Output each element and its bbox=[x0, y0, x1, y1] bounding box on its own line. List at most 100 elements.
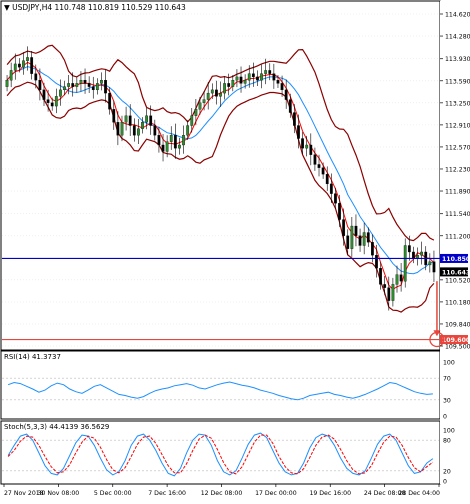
stoch-tick-label: 80 bbox=[443, 438, 451, 445]
stoch-title: Stoch(5,3,3) 44.4139 36.5629 bbox=[4, 423, 109, 431]
candle-body bbox=[186, 125, 190, 136]
candle-body bbox=[34, 73, 38, 81]
level-price-label: 110.643 bbox=[442, 269, 470, 276]
candle-body bbox=[329, 183, 333, 194]
main-price-panel bbox=[0, 0, 441, 351]
candle-body bbox=[321, 167, 325, 175]
level-price-tag bbox=[440, 335, 468, 345]
candle-body bbox=[375, 255, 378, 269]
price-tick-label: 112.570 bbox=[445, 144, 470, 151]
candle-body bbox=[161, 144, 165, 152]
level-price-tag bbox=[440, 253, 468, 263]
rsi-tick-label: 0 bbox=[443, 414, 447, 421]
time-tick-label: 27 Nov 2018 bbox=[4, 490, 44, 497]
candle-body bbox=[145, 115, 148, 123]
candle-body bbox=[243, 79, 247, 84]
level-price-tag bbox=[440, 267, 468, 277]
candle-body bbox=[370, 242, 374, 256]
candle-body bbox=[182, 135, 185, 146]
candle-body bbox=[128, 115, 132, 126]
candle-body bbox=[215, 89, 218, 97]
candle-body bbox=[412, 251, 415, 259]
candle-body bbox=[59, 89, 62, 97]
symbol-info: USDJPY,H4 110.748 110.819 110.529 110.64… bbox=[12, 3, 186, 12]
candle-body bbox=[108, 92, 112, 110]
candle-body bbox=[17, 63, 21, 68]
candle-body bbox=[293, 112, 296, 126]
candle-body bbox=[30, 57, 34, 74]
candle-body bbox=[313, 154, 317, 165]
candle-body bbox=[26, 57, 29, 61]
level-price-label: 109.600 bbox=[442, 337, 470, 344]
candle-body bbox=[342, 219, 346, 236]
candle-body bbox=[420, 251, 424, 256]
candle-body bbox=[227, 83, 231, 87]
candle-body bbox=[264, 70, 268, 74]
candle-body bbox=[346, 235, 350, 249]
candle-body bbox=[251, 73, 255, 78]
candle-body bbox=[432, 261, 436, 273]
time-tick-label: 17 Dec 00:00 bbox=[255, 490, 297, 497]
candle-body bbox=[75, 83, 79, 87]
candle-body bbox=[100, 79, 103, 84]
price-tick-label: 111.540 bbox=[445, 211, 470, 218]
rsi-tick-label: 30 bbox=[443, 397, 451, 404]
price-tick-label: 114.620 bbox=[445, 12, 470, 19]
candle-body bbox=[165, 141, 169, 152]
candle-body bbox=[194, 109, 198, 116]
time-tick-label: 24 Dec 08:00 bbox=[364, 490, 406, 497]
rsi-line bbox=[7, 381, 433, 401]
candle-body bbox=[325, 174, 329, 185]
candle-body bbox=[268, 70, 272, 74]
candle-body bbox=[379, 268, 382, 285]
candle-body bbox=[235, 76, 239, 81]
candle-body bbox=[399, 274, 403, 282]
candle-body bbox=[210, 89, 214, 94]
price-tick-label: 109.840 bbox=[445, 321, 470, 328]
candle-body bbox=[79, 79, 83, 84]
price-tick-label: 112.910 bbox=[445, 122, 470, 129]
candle-body bbox=[284, 89, 288, 100]
candle-body bbox=[305, 144, 309, 149]
candle-body bbox=[67, 83, 71, 87]
rsi-tick-label: 100 bbox=[443, 360, 455, 367]
price-tick-label: 113.250 bbox=[445, 100, 470, 107]
time-tick-label: 28 Dec 04:00 bbox=[398, 490, 440, 497]
price-tick-label: 111.200 bbox=[445, 233, 470, 240]
candle-body bbox=[206, 92, 210, 100]
candle-body bbox=[247, 73, 251, 81]
candle-body bbox=[354, 225, 358, 236]
candle-body bbox=[157, 135, 161, 146]
candle-body bbox=[403, 245, 407, 282]
candle-body bbox=[178, 144, 181, 149]
target-circle bbox=[429, 331, 445, 348]
candle-body bbox=[223, 83, 226, 94]
candle-body bbox=[272, 73, 276, 81]
candle-body bbox=[219, 92, 222, 97]
time-tick-label: 5 Dec 00:00 bbox=[94, 490, 132, 497]
candle-body bbox=[256, 76, 259, 81]
candle-body bbox=[173, 135, 177, 149]
candle-body bbox=[280, 83, 284, 91]
candle-body bbox=[137, 128, 140, 136]
stoch-tick-label: 100 bbox=[443, 428, 455, 435]
candle-body bbox=[13, 63, 17, 71]
stoch-tick-label: 0 bbox=[443, 479, 447, 486]
candle-body bbox=[71, 83, 75, 87]
price-tick-label: 111.890 bbox=[445, 189, 470, 196]
time-tick-label: 30 Nov 08:00 bbox=[38, 490, 80, 497]
candle-body bbox=[288, 99, 292, 113]
candle-body bbox=[276, 79, 280, 84]
symbol-header: ▼ USDJPY,H4 110.748 110.819 110.529 110.… bbox=[4, 3, 186, 12]
candle-body bbox=[95, 83, 99, 91]
projection-arrow-head bbox=[433, 330, 441, 337]
rsi-panel bbox=[0, 350, 441, 420]
candle-body bbox=[54, 96, 58, 107]
candle-body bbox=[87, 83, 91, 87]
candle-body bbox=[116, 122, 120, 136]
candle-body bbox=[149, 115, 153, 126]
candle-body bbox=[83, 79, 87, 84]
candle-body bbox=[38, 79, 42, 91]
candle-body bbox=[407, 245, 411, 253]
candle-body bbox=[350, 225, 354, 249]
